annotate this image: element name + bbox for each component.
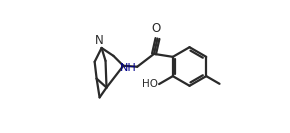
Text: N: N xyxy=(95,34,104,47)
Text: NH: NH xyxy=(119,63,136,73)
Text: HO: HO xyxy=(142,79,158,89)
Text: O: O xyxy=(152,22,161,35)
